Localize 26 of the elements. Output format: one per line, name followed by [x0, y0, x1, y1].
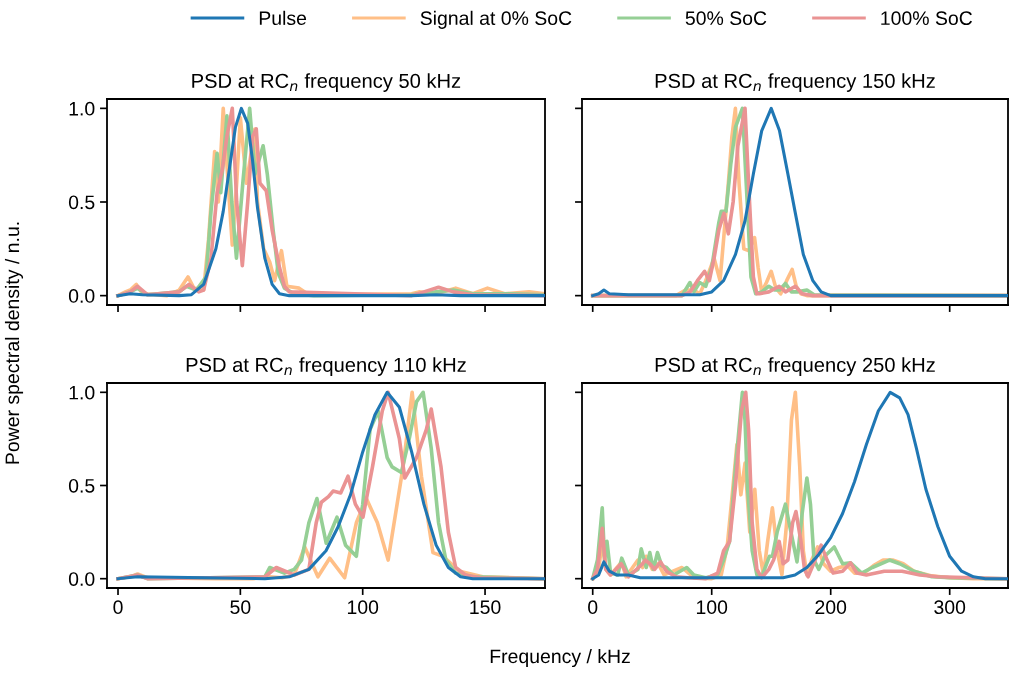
x-tick-label: 150: [470, 600, 501, 615]
chart-title: PSD at RC$_{n}$ frequency 50 kHz: [192, 73, 461, 92]
x-tick-label: 0: [113, 600, 123, 615]
x-tick-label: 50: [230, 600, 251, 615]
y-tick-label: 1.0: [69, 101, 95, 116]
legend-label: Signal at 0% SoC: [420, 10, 572, 29]
legend-label: 100% SoC: [881, 11, 973, 26]
y-tick-label: 0.0: [68, 572, 95, 586]
line-series: [116, 390, 545, 581]
x-tick-label: 100: [347, 600, 379, 615]
y-tick-label: 0.5: [68, 195, 95, 210]
x-tick-label: 300: [934, 600, 966, 615]
x-axis-title: Frequency / kHz: [490, 648, 630, 668]
chart-title: PSD at RC$_{n}$ frequency 250 kHz: [655, 357, 935, 376]
x-tick-label: 0: [588, 600, 598, 615]
legend-label: 50% SoC: [685, 11, 767, 26]
line-series: [116, 106, 545, 298]
y-axis-title: Power spectral density / n.u.: [4, 222, 24, 464]
y-tick-label: 1.0: [69, 385, 95, 400]
x-tick-label: 100: [696, 600, 728, 615]
chart-title: PSD at RC$_{n}$ frequency 150 kHz: [655, 73, 935, 92]
legend-label: Pulse: [259, 10, 307, 26]
chart-title: PSD at RC$_{n}$ frequency 110 kHz: [186, 357, 466, 376]
x-tick-label: 200: [815, 600, 847, 615]
y-tick-label: 0.0: [68, 289, 95, 303]
y-tick-label: 0.5: [68, 478, 95, 493]
